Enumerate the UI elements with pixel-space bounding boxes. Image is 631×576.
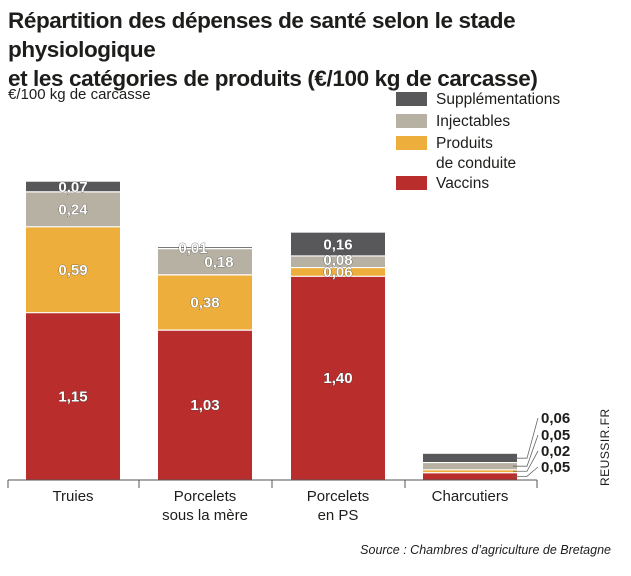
leader-line-vaccins bbox=[513, 466, 539, 477]
legend-label-produits-de-conduite: Produits bbox=[436, 135, 493, 152]
source-note: Source : Chambres d’agriculture de Breta… bbox=[360, 543, 611, 557]
brand-watermark: REUSSIR.FR bbox=[598, 408, 612, 486]
data-label-porcelets-sous-la-m-re-vaccins: 1,03 bbox=[190, 397, 219, 414]
leader-line-injectables bbox=[513, 434, 539, 467]
leader-line-suppl-mentations bbox=[513, 417, 539, 459]
legend-swatch-vaccins bbox=[396, 176, 427, 190]
data-label-truies-injectables: 0,24 bbox=[58, 201, 88, 218]
bar-porcelets-en-ps-produits-de-conduite bbox=[291, 267, 385, 277]
leader-line-produits-de-conduite bbox=[513, 450, 539, 472]
bar-truies-suppl-mentations bbox=[26, 181, 120, 192]
bar-porcelets-sous-la-m-re-produits-de-conduite bbox=[158, 274, 252, 331]
bar-porcelets-sous-la-m-re-suppl-mentations bbox=[158, 247, 252, 249]
bar-porcelets-sous-la-m-re-vaccins bbox=[158, 330, 252, 480]
x-tick-label-porcelets-sous-la-m-re: Porcelets bbox=[174, 488, 237, 505]
legend-label-produits-de-conduite: de conduite bbox=[436, 155, 516, 172]
bar-charcutiers-produits-de-conduite bbox=[423, 469, 517, 473]
chart-title-line-1: Répartition des dépenses de santé selon … bbox=[8, 8, 516, 62]
data-label-truies-produits-de-conduite: 0,59 bbox=[58, 262, 87, 279]
bar-porcelets-en-ps-suppl-mentations bbox=[291, 232, 385, 256]
legend-label-vaccins: Vaccins bbox=[436, 175, 489, 192]
data-label-porcelets-sous-la-m-re-injectables: 0,18 bbox=[204, 254, 233, 271]
legend-label-suppl-mentations: Supplémentations bbox=[436, 91, 560, 108]
legend-swatch-produits-de-conduite bbox=[396, 136, 427, 150]
data-label-porcelets-en-ps-vaccins: 1,40 bbox=[323, 370, 352, 387]
bar-charcutiers-injectables bbox=[423, 462, 517, 470]
chart-title-line-2: et les catégories de produits (€/100 kg … bbox=[8, 66, 538, 91]
legend-swatch-suppl-mentations bbox=[396, 92, 427, 106]
bar-truies-injectables bbox=[26, 191, 120, 227]
data-label-porcelets-en-ps-suppl-mentations: 0,16 bbox=[323, 236, 352, 253]
x-tick-label-truies: Truies bbox=[52, 488, 93, 505]
data-label-porcelets-en-ps-injectables: 0,08 bbox=[323, 252, 352, 269]
y-axis-unit-label: €/100 kg de carcasse bbox=[8, 86, 151, 103]
data-label-porcelets-sous-la-m-re-suppl-mentations: 0,01 bbox=[178, 240, 207, 257]
bar-charcutiers-vaccins bbox=[423, 472, 517, 480]
data-label-truies-vaccins: 1,15 bbox=[58, 388, 87, 405]
bar-porcelets-sous-la-m-re-injectables bbox=[158, 248, 252, 275]
bar-truies-vaccins bbox=[26, 312, 120, 480]
bar-charcutiers-suppl-mentations bbox=[423, 453, 517, 463]
x-tick-label-porcelets-sous-la-m-re: sous la mère bbox=[162, 507, 248, 524]
data-label-charcutiers-suppl-mentations: 0,06 bbox=[541, 410, 570, 427]
bar-porcelets-en-ps-vaccins bbox=[291, 276, 385, 480]
bar-porcelets-en-ps-injectables bbox=[291, 255, 385, 268]
data-label-charcutiers-injectables: 0,05 bbox=[541, 427, 570, 444]
data-label-charcutiers-vaccins: 0,05 bbox=[541, 459, 570, 476]
data-label-porcelets-en-ps-produits-de-conduite: 0,06 bbox=[323, 264, 352, 281]
data-label-charcutiers-produits-de-conduite: 0,02 bbox=[541, 443, 570, 460]
data-label-truies-suppl-mentations: 0,07 bbox=[58, 179, 87, 196]
x-tick-label-porcelets-en-ps: en PS bbox=[318, 507, 359, 524]
bar-truies-produits-de-conduite bbox=[26, 226, 120, 313]
data-label-porcelets-sous-la-m-re-produits-de-conduite: 0,38 bbox=[190, 294, 219, 311]
chart-title: Répartition des dépenses de santé selon … bbox=[8, 6, 623, 93]
legend-swatch-injectables bbox=[396, 114, 427, 128]
x-tick-label-charcutiers: Charcutiers bbox=[432, 488, 509, 505]
x-tick-label-porcelets-en-ps: Porcelets bbox=[307, 488, 370, 505]
legend-label-injectables: Injectables bbox=[436, 113, 510, 130]
